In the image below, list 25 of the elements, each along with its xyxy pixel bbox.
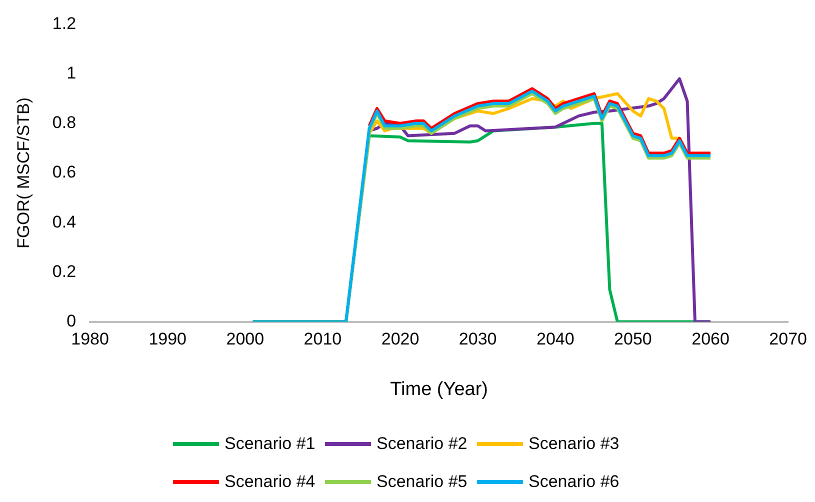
x-axis-title: Time (Year) bbox=[390, 378, 488, 400]
y-tick-label: 1.2 bbox=[52, 14, 76, 33]
legend-label: Scenario #6 bbox=[528, 472, 620, 492]
y-tick-label: 0.2 bbox=[52, 262, 76, 281]
y-tick-label: 1 bbox=[66, 63, 76, 82]
x-tick-label: 1980 bbox=[71, 330, 109, 349]
y-axis-title: FGOR( MSCF/STB) bbox=[14, 97, 33, 249]
legend-label: Scenario #3 bbox=[528, 434, 620, 454]
y-tick-label: 0 bbox=[66, 311, 76, 330]
legend-label: Scenario #5 bbox=[376, 472, 468, 492]
legend-label: Scenario #4 bbox=[224, 472, 316, 492]
legend-label: Scenario #1 bbox=[224, 434, 316, 454]
x-tick-label: 2030 bbox=[458, 330, 497, 349]
legend-label: Scenario #2 bbox=[376, 434, 468, 454]
x-tick-label: 2050 bbox=[614, 330, 652, 349]
x-tick-label: 1990 bbox=[148, 330, 187, 349]
y-tick-label: 0.8 bbox=[52, 113, 76, 132]
x-tick-label: 2070 bbox=[769, 330, 808, 349]
x-tick-label: 2020 bbox=[381, 330, 420, 349]
x-tick-label: 2040 bbox=[536, 330, 574, 349]
y-tick-label: 0.4 bbox=[52, 212, 76, 232]
y-tick-label: 0.6 bbox=[52, 162, 76, 182]
x-tick-label: 2000 bbox=[226, 330, 264, 349]
x-tick-label: 2060 bbox=[692, 330, 730, 349]
x-tick-label: 2010 bbox=[304, 330, 342, 349]
